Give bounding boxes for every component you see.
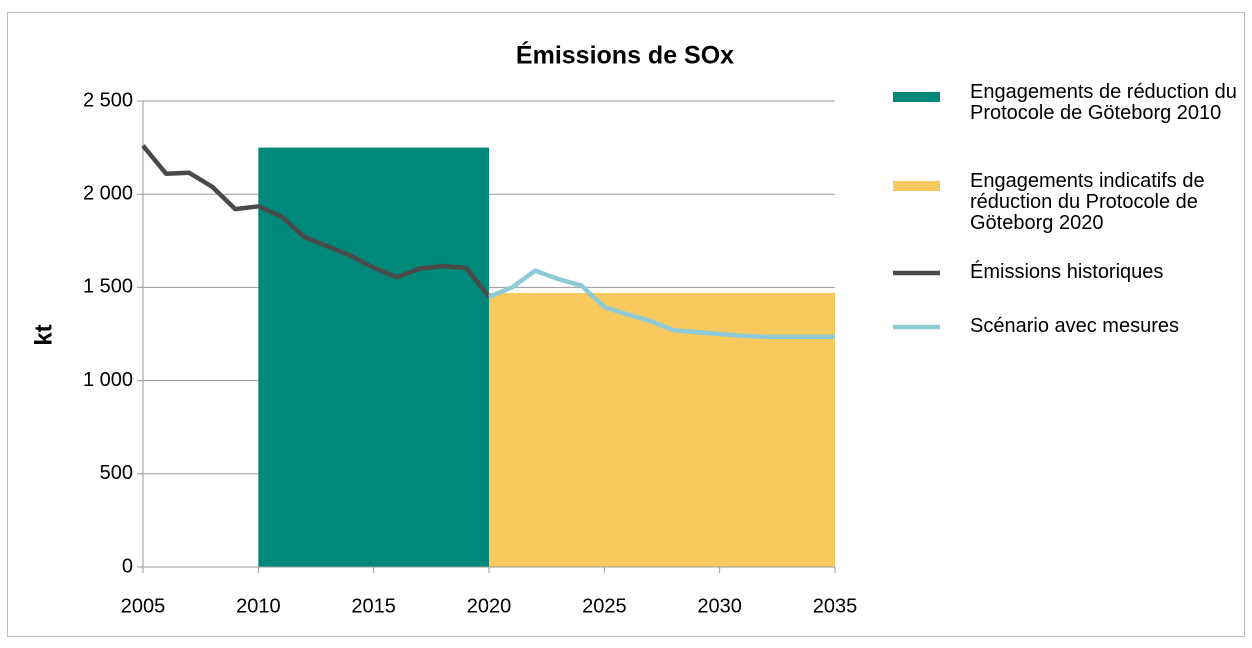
legend-label: Émissions historiques <box>970 260 1163 283</box>
y-tick-label: 2 500 <box>83 89 133 111</box>
legend-swatch <box>893 181 940 191</box>
y-tick-label: 0 <box>122 555 133 577</box>
legend-label: Engagements de réduction du Protocole de … <box>970 81 1237 124</box>
legend-label: Engagements indicatifs de réduction du Pr… <box>970 170 1205 234</box>
x-tick-label: 2005 <box>121 595 166 617</box>
y-tick-label: 1 500 <box>83 276 133 298</box>
line <box>488 268 835 340</box>
legend-label: Scénario avec mesures <box>970 315 1179 337</box>
legend-swatch <box>893 92 940 102</box>
x-tick-label: 2030 <box>697 595 742 617</box>
chart-title: Émissions de SOx <box>516 41 734 70</box>
bar <box>258 147 489 567</box>
y-tick-label: 2 000 <box>83 182 133 204</box>
x-tick-label: 2015 <box>351 595 396 617</box>
x-tick-label: 2010 <box>236 595 281 617</box>
x-tick-label: 2025 <box>582 595 627 617</box>
x-tick-label: 2020 <box>467 595 512 617</box>
bar <box>489 292 835 567</box>
y-tick-label: 500 <box>100 462 133 484</box>
y-tick-label: 1 000 <box>83 369 133 391</box>
y-axis-label: kt <box>30 324 57 345</box>
line <box>141 144 491 299</box>
x-tick-label: 2035 <box>813 595 858 617</box>
